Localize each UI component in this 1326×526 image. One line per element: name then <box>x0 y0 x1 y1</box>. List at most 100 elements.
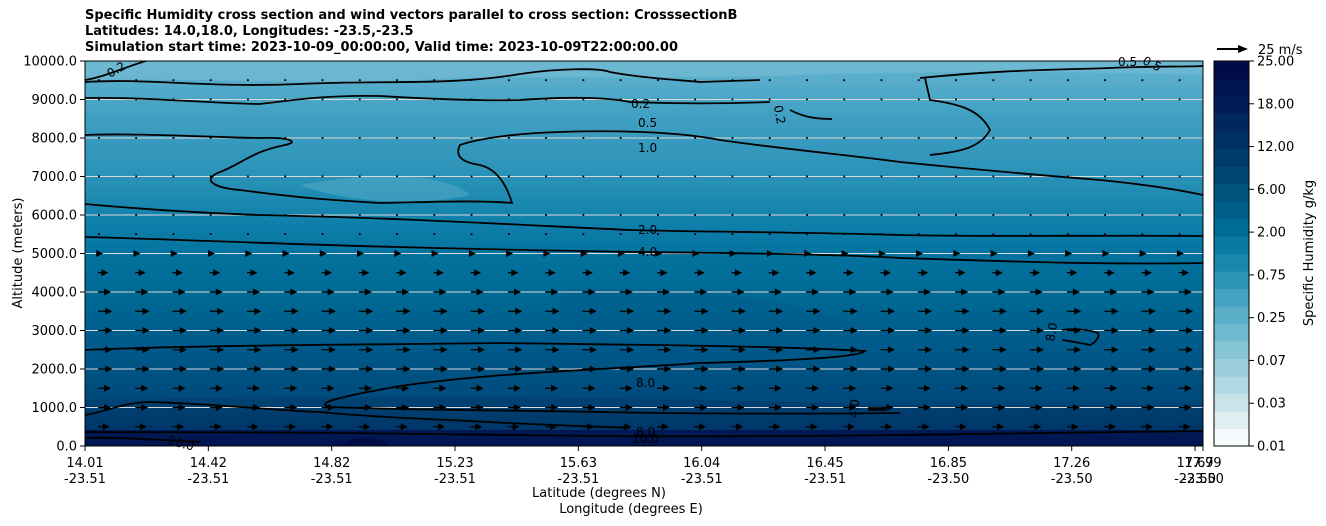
wind-vector-head <box>1184 288 1192 296</box>
wind-vector-head <box>1146 423 1154 431</box>
wind-vector <box>1178 79 1181 82</box>
wind-vector-head <box>290 288 298 296</box>
wind-vector-head <box>178 384 186 392</box>
wind-vector-head <box>774 384 782 392</box>
wind-vector-head <box>1182 269 1190 277</box>
wind-vector <box>247 233 249 236</box>
colorbar-label: Specific Humidity g/kg <box>1302 180 1317 326</box>
wind-vector <box>731 233 734 236</box>
wind-vector <box>731 98 734 101</box>
wind-vector-head <box>589 346 597 354</box>
colorbar-segment <box>1214 288 1249 307</box>
wind-vector-head <box>663 404 670 411</box>
wind-vector-head <box>580 250 588 257</box>
x-tick-label-longitude: -23.51 <box>187 472 229 487</box>
wind-vector-head <box>1186 307 1194 315</box>
wind-vector-head <box>773 423 781 431</box>
wind-vector-head <box>627 327 635 334</box>
wind-vector <box>657 98 659 101</box>
wind-vector-head <box>663 288 670 296</box>
wind-vector-head <box>588 384 596 392</box>
wind-vector-head <box>513 404 521 411</box>
wind-vector-head <box>737 384 745 392</box>
contour-label: 4.0 <box>638 245 657 259</box>
wind-vector-head <box>253 404 261 411</box>
wind-vector <box>172 137 175 139</box>
wind-vector <box>806 233 808 236</box>
colorbar-tick-label: 18.00 <box>1257 97 1294 112</box>
wind-vector <box>619 214 622 216</box>
wind-vector <box>247 137 249 139</box>
wind-vector-head <box>776 327 784 334</box>
wind-vector-head <box>105 327 113 334</box>
wind-vector-head <box>1186 327 1194 334</box>
wind-vector-head <box>729 250 737 257</box>
wind-vector <box>1104 79 1106 82</box>
wind-vector-head <box>326 423 334 431</box>
wind-vector <box>358 98 361 101</box>
wind-vector-head <box>170 250 178 257</box>
wind-vector-head <box>923 288 931 296</box>
wind-vector-head <box>515 346 523 354</box>
wind-vector <box>396 175 398 178</box>
y-tick-label: 3000.0 <box>32 324 78 339</box>
wind-vector-head <box>403 365 411 373</box>
x-tick-label-latitude: 16.04 <box>683 456 720 471</box>
y-tick-label: 9000.0 <box>32 93 78 108</box>
wind-vector-head <box>102 423 110 431</box>
wind-vector-head <box>254 307 262 315</box>
wind-vector <box>284 137 287 139</box>
wind-vector-head <box>327 404 335 411</box>
wind-vector <box>880 214 883 216</box>
wind-vector-head <box>552 346 560 354</box>
wind-vector <box>284 79 287 82</box>
wind-vector-head <box>96 250 104 257</box>
wind-vector-head <box>625 404 633 411</box>
wind-vector-head <box>850 365 858 373</box>
wind-vector-head <box>1139 250 1147 257</box>
wind-vector <box>396 79 398 82</box>
wind-vector <box>209 175 212 178</box>
wind-vector-head <box>1034 423 1042 431</box>
wind-vector-head <box>101 269 109 277</box>
wind-vector <box>321 98 324 101</box>
x-tick-label-latitude: 17.26 <box>1053 456 1090 471</box>
wind-vector-head <box>588 288 596 296</box>
wind-vector-head <box>552 307 560 315</box>
wind-vector <box>768 137 771 139</box>
wind-vector <box>358 175 361 178</box>
x-tick-label-longitude: -23.50 <box>1051 472 1093 487</box>
wind-vector <box>545 98 547 101</box>
wind-vector-head <box>776 365 784 373</box>
wind-vector <box>619 137 622 139</box>
x-tick-label-longitude: -23.51 <box>804 472 846 487</box>
wind-vector-head <box>364 404 372 411</box>
wind-vector <box>1029 214 1032 216</box>
wind-vector <box>209 214 212 216</box>
y-tick-label: 1000.0 <box>32 401 78 416</box>
wind-vector-head <box>287 269 295 277</box>
wind-vector-head <box>254 327 262 334</box>
wind-vector-head <box>962 346 970 354</box>
wind-vector <box>1066 79 1069 82</box>
wind-vector-head <box>366 307 374 315</box>
wind-vector <box>470 79 473 82</box>
wind-vector-head <box>142 365 150 373</box>
wind-vector-head <box>655 250 663 257</box>
wind-vector-head <box>104 404 111 411</box>
wind-vector <box>806 175 808 178</box>
x-tick-label-latitude: 14.82 <box>313 456 350 471</box>
wind-vector-head <box>701 307 709 315</box>
wind-vector-head <box>999 365 1007 373</box>
wind-vector <box>768 79 771 82</box>
wind-vector <box>1178 175 1181 178</box>
wind-vector-head <box>772 269 780 277</box>
wind-vector-head <box>738 307 746 315</box>
wind-vector-head <box>179 346 187 354</box>
wind-vector <box>433 98 436 101</box>
wind-vector-head <box>1027 250 1035 257</box>
wind-vector <box>470 233 473 236</box>
wind-vector-head <box>325 269 332 277</box>
y-tick-label: 5000.0 <box>32 247 78 262</box>
wind-vector <box>806 79 808 82</box>
